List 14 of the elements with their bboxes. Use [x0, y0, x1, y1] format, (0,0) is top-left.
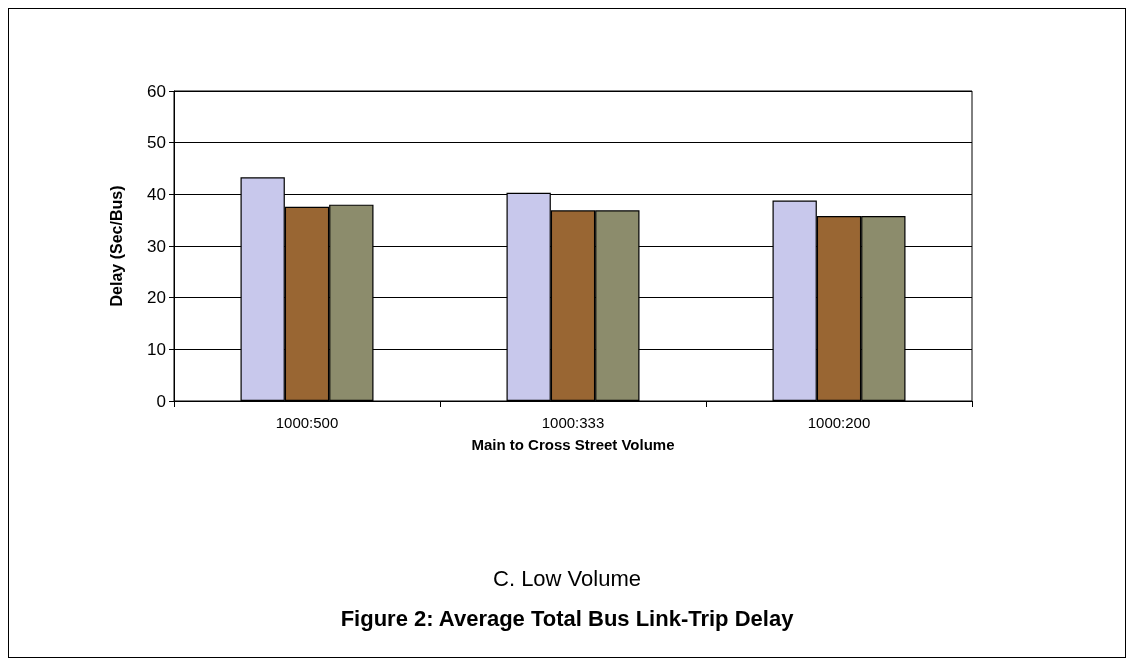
- y-tick-label: 50: [147, 133, 166, 153]
- x-tick-label: 1000:200: [807, 414, 871, 431]
- text: C. Low Volume: [493, 565, 641, 591]
- y-tick-label: 20: [147, 288, 166, 308]
- text: Figure 2: Average Total Bus Link-Trip Delay: [340, 605, 795, 631]
- y-axis-title: Delay (Sec/Bus): [107, 185, 125, 307]
- y-tick-label: 10: [147, 339, 166, 359]
- y-tick-label: 60: [147, 81, 166, 101]
- y-tick-label: 40: [147, 184, 166, 204]
- y-tick-label: 30: [147, 236, 166, 256]
- y-tick-label: 0: [156, 391, 166, 411]
- x-axis-title: Main to Cross Street Volume: [471, 436, 675, 453]
- x-tick-label: 1000:333: [541, 414, 605, 431]
- x-tick-label: 1000:500: [275, 414, 339, 431]
